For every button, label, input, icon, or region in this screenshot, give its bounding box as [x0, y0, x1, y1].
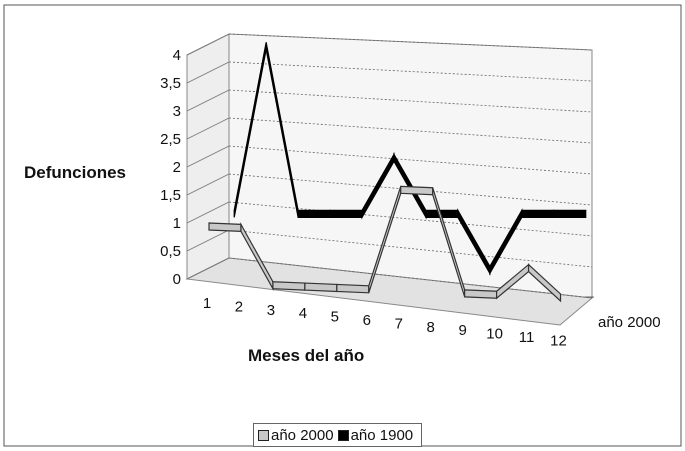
y-tick-label: 1: [173, 215, 181, 232]
gridline-side: [186, 145, 230, 168]
legend-item-ano-1900: año 1900: [337, 426, 414, 444]
x-tick-label: 2: [235, 298, 243, 315]
gridline: [228, 229, 593, 268]
series-segment: [527, 263, 562, 303]
series-segment: [304, 282, 338, 293]
gridline: [228, 117, 593, 144]
gridline-side: [186, 89, 230, 112]
x-tick-label: 1: [203, 295, 211, 312]
x-tick-label: 12: [550, 332, 567, 349]
y-tick-label: 0: [173, 271, 181, 288]
x-tick-label: 6: [363, 312, 371, 329]
y-axis-title: Defunciones: [24, 163, 126, 182]
y-tick-label: 3: [173, 103, 181, 120]
gridline: [228, 145, 593, 175]
gridline-side: [186, 173, 230, 196]
x-tick-label: 5: [331, 309, 339, 326]
gridline: [228, 257, 593, 299]
x-tick-label: 4: [299, 305, 307, 322]
gridline: [228, 89, 593, 113]
legend-label-ano-1900: año 1900: [350, 426, 414, 444]
gridline-side: [186, 117, 230, 140]
y-tick-label: 3,5: [160, 75, 181, 92]
legend: año 2000 año 1900: [253, 423, 423, 447]
gridline: [228, 201, 593, 237]
x-tick-label: 8: [427, 319, 435, 336]
x-tick-label: 11: [519, 329, 535, 346]
y-tick-label: 0,5: [160, 243, 181, 260]
x-tick-label: 3: [267, 302, 275, 319]
gridline-side: [186, 229, 230, 252]
x-axis-title: Meses del año: [248, 346, 364, 365]
series-segment: [400, 185, 434, 196]
series-segment: [329, 209, 363, 218]
series-segment: [272, 281, 306, 291]
legend-swatch-ano-1900: [337, 429, 349, 441]
gridline-side: [186, 61, 230, 84]
x-tick-label: 9: [458, 322, 466, 339]
x-tick-label: 7: [395, 315, 403, 332]
gridline-side: [186, 257, 230, 280]
gridline-side: [186, 201, 230, 224]
x-tick-label: 10: [486, 326, 503, 343]
legend-swatch-ano-2000: [258, 429, 269, 441]
y-tick-label: 1,5: [160, 187, 181, 204]
y-tick-label: 2,5: [160, 131, 181, 148]
gridline: [228, 173, 593, 206]
series-segment: [208, 222, 242, 232]
gridline: [228, 33, 593, 51]
gridline-side: [186, 33, 230, 56]
series-segment: [297, 209, 331, 218]
series-segment: [521, 209, 555, 218]
depth-axis-label: año 2000: [598, 314, 661, 331]
y-tick-label: 4: [173, 47, 181, 64]
series-segment: [336, 283, 370, 294]
series-segment: [464, 289, 498, 299]
series-segment: [553, 209, 587, 218]
legend-label-ano-2000: año 2000: [271, 426, 334, 444]
legend-item-ano-2000: año 2000: [258, 427, 334, 444]
y-tick-label: 2: [173, 159, 181, 176]
back-wall: [228, 33, 593, 299]
gridline: [228, 61, 593, 82]
